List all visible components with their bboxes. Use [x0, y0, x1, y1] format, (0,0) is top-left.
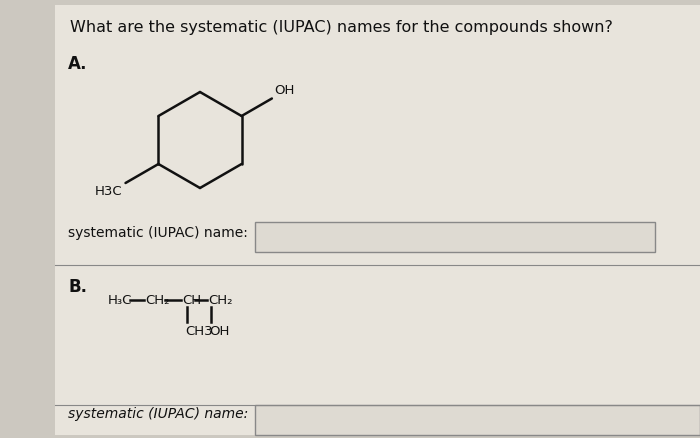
- Text: H3C: H3C: [95, 185, 122, 198]
- Bar: [255, 405, 700, 435]
- Text: systematic (IUPAC) name:: systematic (IUPAC) name:: [68, 226, 248, 240]
- Text: CH₂: CH₂: [145, 293, 169, 307]
- Text: systematic (IUPAC) name:: systematic (IUPAC) name:: [68, 407, 248, 421]
- Text: CH: CH: [182, 293, 201, 307]
- Text: H₃C: H₃C: [108, 293, 132, 307]
- Text: B.: B.: [68, 278, 87, 296]
- Text: OH: OH: [209, 325, 230, 338]
- Text: A.: A.: [68, 55, 88, 73]
- Text: OH: OH: [274, 85, 294, 98]
- Text: CH₂: CH₂: [208, 293, 232, 307]
- Text: What are the systematic (IUPAC) names for the compounds shown?: What are the systematic (IUPAC) names fo…: [70, 20, 613, 35]
- Text: CH3: CH3: [185, 325, 213, 338]
- Bar: [255, 222, 655, 252]
